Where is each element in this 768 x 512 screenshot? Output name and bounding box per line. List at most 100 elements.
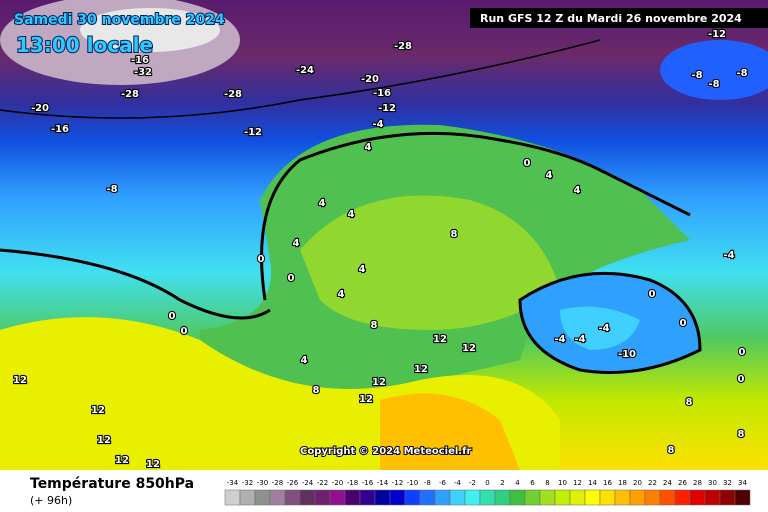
colorbar-swatch	[614, 489, 631, 506]
colorbar-label: -12	[392, 479, 403, 487]
map-background	[0, 0, 768, 470]
colorbar-swatch	[659, 489, 676, 506]
colorbar-swatch	[569, 489, 586, 506]
contour-label: 0	[680, 318, 687, 329]
colorbar-swatch	[419, 489, 436, 506]
contour-label: -28	[394, 41, 412, 52]
contour-label: 0	[739, 347, 746, 358]
contour-label: 8	[451, 229, 458, 240]
colorbar-swatch	[629, 489, 646, 506]
contour-label: 12	[433, 334, 447, 345]
contour-label: -8	[106, 184, 117, 195]
colorbar-swatch	[644, 489, 661, 506]
colorbar-label: 6	[530, 479, 535, 487]
contour-label: 4	[359, 264, 366, 275]
colorbar-label: 14	[588, 479, 597, 487]
contour-label: -8	[708, 79, 719, 90]
forecast-time: 13:00 locale	[16, 33, 153, 57]
contour-label: 4	[348, 209, 355, 220]
contour-label: 0	[169, 311, 176, 322]
contour-label: -12	[708, 29, 726, 40]
contour-label: 4	[338, 289, 345, 300]
contour-label: -20	[31, 103, 49, 114]
colorbar-swatch	[344, 489, 361, 506]
contour-label: -32	[134, 67, 152, 78]
colorbar-label: 30	[708, 479, 717, 487]
contour-label: -10	[618, 349, 636, 360]
colorbar-swatch	[269, 489, 286, 506]
colorbar-swatch	[314, 489, 331, 506]
colorbar-swatch	[524, 489, 541, 506]
contour-label: -16	[373, 88, 391, 99]
colorbar-swatch	[239, 489, 256, 506]
copyright: Copyright © 2024 Meteociel.fr	[300, 446, 471, 457]
colorbar-label: 4	[515, 479, 520, 487]
contour-label: 12	[359, 394, 373, 405]
colorbar-label: -14	[377, 479, 389, 487]
contour-label: 12	[146, 459, 160, 470]
contour-labels: -28-24-20-16-12-12-44-20-16-8-28-32-16-2…	[12, 28, 749, 471]
contour-label: -4	[723, 250, 734, 261]
contour-label: 12	[115, 455, 129, 466]
contour-label: 4	[546, 170, 553, 181]
contour-label: -24	[296, 65, 314, 76]
colorbar-swatch	[404, 489, 421, 506]
contour-label: 12	[91, 405, 105, 416]
colorbar-label: -2	[469, 479, 476, 487]
colorbar-swatch	[479, 489, 496, 506]
colorbar-label: 22	[648, 479, 657, 487]
colorbar-swatch	[359, 489, 376, 506]
contour-label: 4	[365, 142, 372, 153]
contour-label: 0	[649, 289, 656, 300]
contour-label: 12	[97, 435, 111, 446]
colorbar-label: -22	[317, 479, 328, 487]
colorbar-label: -20	[332, 479, 343, 487]
colorbar-label: 16	[603, 479, 612, 487]
colorbar-swatch	[494, 489, 511, 506]
colorbar-label: 34	[738, 479, 747, 487]
colorbar-label: -28	[272, 479, 283, 487]
contour-label: 4	[319, 198, 326, 209]
contour-label: 12	[414, 364, 428, 375]
colorbar-label: -8	[424, 479, 431, 487]
colorbar-label: -6	[439, 479, 447, 487]
contour-label: -28	[121, 89, 139, 100]
colorbar-swatch	[509, 489, 526, 506]
colorbar-label: -16	[362, 479, 374, 487]
contour-label: 12	[372, 377, 386, 388]
contour-label: 8	[738, 429, 745, 440]
colorbar-label: -26	[287, 479, 299, 487]
colorbar-swatch	[689, 489, 706, 506]
contour-label: -20	[361, 74, 379, 85]
colorbar-label: 12	[573, 479, 582, 487]
colorbar-swatch	[599, 489, 616, 506]
contour-label: -8	[691, 70, 702, 81]
colorbar-label: -30	[257, 479, 268, 487]
colorbar-swatch	[284, 489, 301, 506]
colorbar-swatch	[584, 489, 601, 506]
contour-label: 4	[301, 355, 308, 366]
contour-label: -16	[51, 124, 69, 135]
colorbar-swatch	[674, 489, 691, 506]
colorbar-swatch	[449, 489, 466, 506]
forecast-date: Samedi 30 novembre 2024	[14, 12, 225, 28]
colorbar-label: -10	[407, 479, 418, 487]
run-info: Run GFS 12 Z du Mardi 26 novembre 2024	[480, 12, 742, 25]
colorbar-swatch	[464, 489, 481, 506]
colorbar-label: -18	[347, 479, 358, 487]
colorbar-label: 8	[545, 479, 549, 487]
contour-label: 0	[258, 254, 265, 265]
run-box	[470, 8, 768, 28]
contour-label: 0	[288, 273, 295, 284]
contour-label: -12	[244, 127, 262, 138]
colorbar-label: 32	[723, 479, 732, 487]
contour-label: -4	[598, 323, 609, 334]
colorbar-swatch	[539, 489, 556, 506]
contour-label: -4	[574, 334, 585, 345]
colorbar-swatch	[374, 489, 391, 506]
contour-label: 8	[313, 385, 320, 396]
colorbar-swatch	[719, 489, 736, 506]
colorbar-swatch	[389, 489, 406, 506]
contour-label: 8	[668, 445, 675, 456]
colorbar-label: -32	[242, 479, 253, 487]
